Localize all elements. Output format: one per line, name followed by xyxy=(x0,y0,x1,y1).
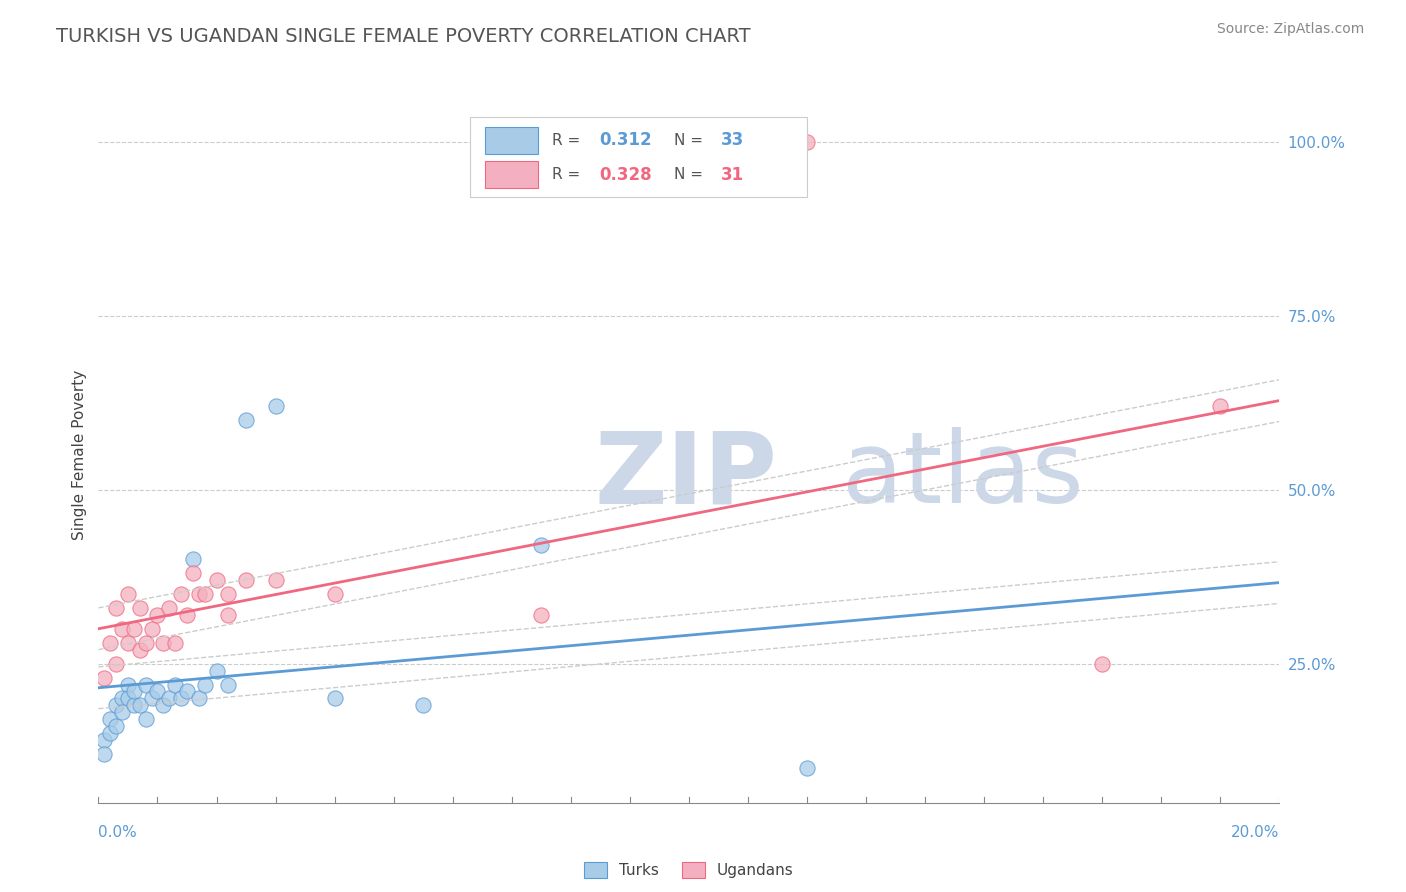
Point xyxy=(170,691,193,706)
FancyBboxPatch shape xyxy=(471,118,807,197)
Point xyxy=(117,587,139,601)
Point xyxy=(530,607,553,622)
Point xyxy=(323,587,346,601)
Point xyxy=(122,684,145,698)
Point xyxy=(152,636,174,650)
Text: atlas: atlas xyxy=(842,427,1084,524)
Point xyxy=(323,691,346,706)
Text: 31: 31 xyxy=(721,166,744,184)
Point xyxy=(194,587,217,601)
Point xyxy=(796,761,818,775)
Point xyxy=(1209,399,1232,413)
Text: TURKISH VS UGANDAN SINGLE FEMALE POVERTY CORRELATION CHART: TURKISH VS UGANDAN SINGLE FEMALE POVERTY… xyxy=(56,27,751,45)
FancyBboxPatch shape xyxy=(485,128,537,153)
Point xyxy=(105,601,128,615)
Point xyxy=(235,413,257,427)
Point xyxy=(181,552,204,566)
Point xyxy=(93,671,115,685)
Point xyxy=(217,607,239,622)
Point xyxy=(530,538,553,552)
Point xyxy=(235,573,257,587)
Point xyxy=(187,587,209,601)
Point xyxy=(122,622,145,636)
Point xyxy=(217,677,239,691)
Point xyxy=(111,691,134,706)
Point xyxy=(412,698,434,713)
Text: 0.328: 0.328 xyxy=(599,166,652,184)
Point xyxy=(264,573,287,587)
Point xyxy=(105,719,128,733)
Point xyxy=(128,601,150,615)
FancyBboxPatch shape xyxy=(485,161,537,187)
Point xyxy=(111,622,134,636)
Point xyxy=(157,691,180,706)
Point xyxy=(105,698,128,713)
Point xyxy=(93,733,115,747)
Text: 33: 33 xyxy=(721,131,744,150)
Point xyxy=(128,642,150,657)
Legend: Turks, Ugandans: Turks, Ugandans xyxy=(576,855,801,886)
Point xyxy=(152,698,174,713)
Text: 0.312: 0.312 xyxy=(599,131,652,150)
Point xyxy=(98,636,121,650)
Text: ZIP: ZIP xyxy=(595,427,778,524)
Point xyxy=(157,601,180,615)
Point xyxy=(205,573,228,587)
Point xyxy=(135,636,157,650)
Text: 20.0%: 20.0% xyxy=(1232,825,1279,840)
Point xyxy=(93,747,115,761)
Point xyxy=(135,677,157,691)
Text: R =: R = xyxy=(553,167,585,182)
Point xyxy=(181,566,204,581)
Text: 0.0%: 0.0% xyxy=(98,825,138,840)
Point xyxy=(117,677,139,691)
Point xyxy=(176,607,198,622)
Point xyxy=(146,684,169,698)
Point xyxy=(105,657,128,671)
Point xyxy=(141,691,163,706)
Y-axis label: Single Female Poverty: Single Female Poverty xyxy=(72,370,87,540)
Point xyxy=(176,684,198,698)
Point xyxy=(117,691,139,706)
Point xyxy=(135,712,157,726)
Point xyxy=(98,726,121,740)
Point xyxy=(122,698,145,713)
Point xyxy=(146,607,169,622)
Point xyxy=(796,135,818,149)
Point xyxy=(98,712,121,726)
Point xyxy=(205,664,228,678)
Text: N =: N = xyxy=(673,133,707,148)
Point xyxy=(194,677,217,691)
Point xyxy=(165,677,187,691)
Point xyxy=(128,698,150,713)
Point xyxy=(1091,657,1114,671)
Point xyxy=(111,706,134,720)
Text: N =: N = xyxy=(673,167,707,182)
Point xyxy=(187,691,209,706)
Point xyxy=(170,587,193,601)
Point xyxy=(165,636,187,650)
Point xyxy=(141,622,163,636)
Point xyxy=(217,587,239,601)
Point xyxy=(264,399,287,413)
Text: Source: ZipAtlas.com: Source: ZipAtlas.com xyxy=(1216,22,1364,37)
Point xyxy=(117,636,139,650)
Text: R =: R = xyxy=(553,133,585,148)
